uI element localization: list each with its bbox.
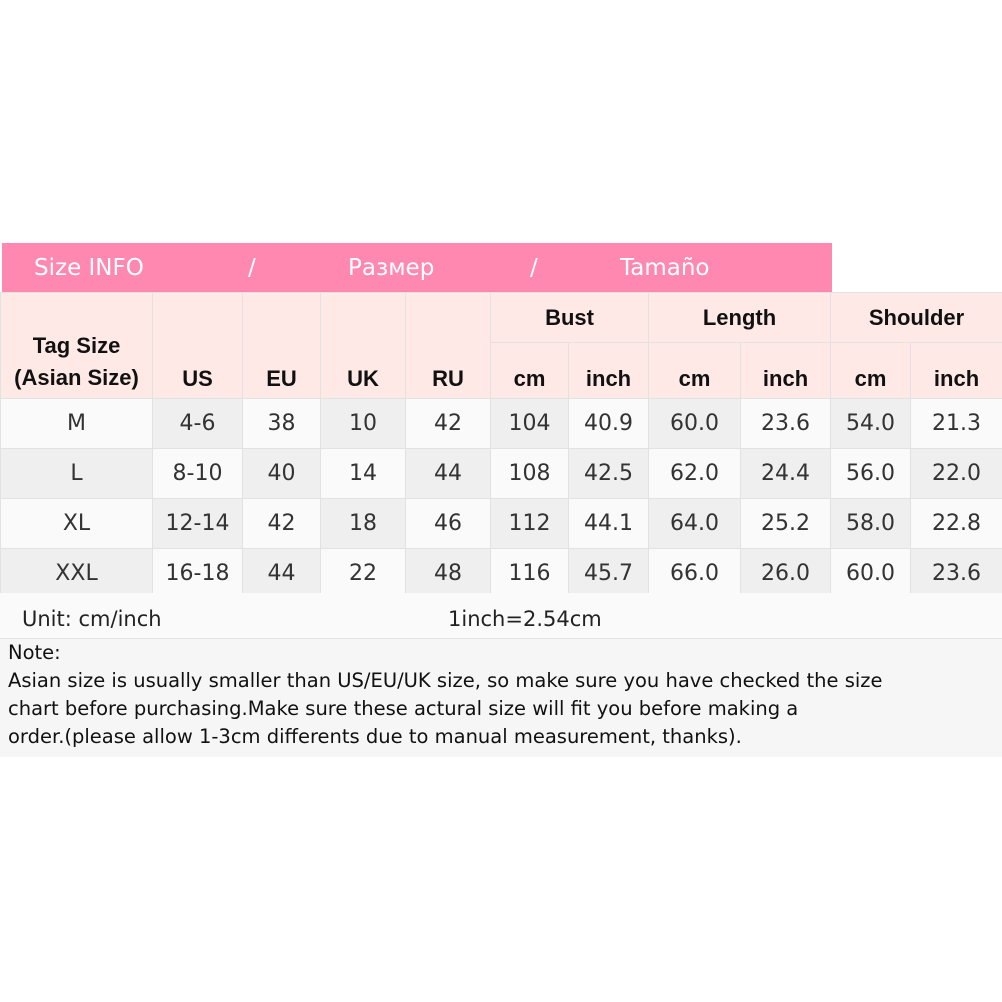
size-info-banner: Size INFO / Размер / Tamaño <box>2 243 832 292</box>
header-bust-inch: inch <box>567 342 650 399</box>
note-line: Asian size is usually smaller than US/EU… <box>8 669 883 692</box>
note-line: chart before purchasing.Make sure these … <box>8 697 799 720</box>
size-value-cell: 22.8 <box>910 498 1002 549</box>
tag-size-cell: M <box>0 398 153 449</box>
size-value-cell: 24.4 <box>740 448 832 499</box>
size-value-cell: 23.6 <box>910 548 1002 599</box>
unit-conversion: 1inch=2.54cm <box>448 607 602 631</box>
size-value-cell: 56.0 <box>830 448 912 499</box>
table-row: L 8-10 40 14 44 108 42.5 62.0 24.4 56.0 22.0 <box>0 448 1002 499</box>
header-eu: EU <box>242 292 321 399</box>
header-bust: Bust <box>489 292 650 343</box>
size-value-cell: 14 <box>320 448 406 499</box>
header-length-inch: inch <box>740 342 832 399</box>
size-value-cell: 62.0 <box>648 448 742 499</box>
size-value-cell: 44.1 <box>567 498 650 549</box>
table-row: XL 12-14 42 18 46 112 44.1 64.0 25.2 58.0 22.8 <box>0 498 1002 549</box>
size-value-cell: 18 <box>320 498 406 549</box>
tag-size-cell: L <box>0 448 153 499</box>
size-value-cell: 112 <box>490 498 569 549</box>
size-value-cell: 23.6 <box>740 398 832 449</box>
size-value-cell: 40.9 <box>567 398 650 449</box>
header-length: Length <box>648 292 832 343</box>
size-value-cell: 4-6 <box>152 398 243 449</box>
header-tag-size: Tag Size (Asian Size) <box>0 292 153 399</box>
size-value-cell: 46 <box>405 498 491 549</box>
banner-separator: / <box>248 255 256 281</box>
size-value-cell: 40 <box>242 448 321 499</box>
size-value-cell: 108 <box>490 448 569 499</box>
size-value-cell: 42 <box>405 398 491 449</box>
tag-size-cell: XL <box>0 498 153 549</box>
banner-title-en: Size INFO <box>34 255 144 281</box>
size-value-cell: 44 <box>242 548 321 599</box>
size-value-cell: 8-10 <box>152 448 243 499</box>
note-title: Note: <box>8 641 61 664</box>
banner-title-ru: Размер <box>348 255 435 281</box>
header-shoulder: Shoulder <box>830 292 1002 343</box>
size-value-cell: 60.0 <box>648 398 742 449</box>
size-value-cell: 60.0 <box>830 548 912 599</box>
size-value-cell: 44 <box>405 448 491 499</box>
banner-title-es: Tamaño <box>620 255 710 281</box>
size-value-cell: 64.0 <box>648 498 742 549</box>
size-value-cell: 116 <box>490 548 569 599</box>
note-line: order.(please allow 1-3cm differents due… <box>8 725 742 748</box>
header-shoulder-cm: cm <box>830 342 912 399</box>
table-row: XXL 16-18 44 22 48 116 45.7 66.0 26.0 60.0 23.6 <box>0 548 1002 599</box>
size-table: Tag Size (Asian Size) US EU UK RU Bust L… <box>0 292 1002 599</box>
header-shoulder-inch: inch <box>910 342 1002 399</box>
size-value-cell: 26.0 <box>740 548 832 599</box>
size-value-cell: 22.0 <box>910 448 1002 499</box>
banner-separator: / <box>530 255 538 281</box>
size-value-cell: 16-18 <box>152 548 243 599</box>
header-tag-sublabel: (Asian Size) <box>14 365 139 390</box>
unit-label: Unit: cm/inch <box>22 607 162 631</box>
size-value-cell: 21.3 <box>910 398 1002 449</box>
tag-size-cell: XXL <box>0 548 153 599</box>
header-bust-cm: cm <box>490 342 569 399</box>
size-value-cell: 42.5 <box>567 448 650 499</box>
size-value-cell: 58.0 <box>830 498 912 549</box>
size-value-cell: 66.0 <box>648 548 742 599</box>
size-value-cell: 48 <box>405 548 491 599</box>
size-value-cell: 22 <box>320 548 406 599</box>
size-value-cell: 42 <box>242 498 321 549</box>
size-value-cell: 10 <box>320 398 406 449</box>
size-value-cell: 54.0 <box>830 398 912 449</box>
size-value-cell: 25.2 <box>740 498 832 549</box>
header-us: US <box>152 292 243 399</box>
note-section: Note: Asian size is usually smaller than… <box>0 639 1002 757</box>
size-value-cell: 45.7 <box>567 548 650 599</box>
header-length-cm: cm <box>648 342 742 399</box>
header-uk: UK <box>320 292 406 399</box>
size-value-cell: 38 <box>242 398 321 449</box>
header-ru: RU <box>405 292 491 399</box>
size-value-cell: 12-14 <box>152 498 243 549</box>
unit-row: Unit: cm/inch 1inch=2.54cm <box>0 593 1002 639</box>
size-value-cell: 104 <box>490 398 569 449</box>
table-row: M 4-6 38 10 42 104 40.9 60.0 23.6 54.0 21.3 <box>0 398 1002 449</box>
header-tag-label: Tag Size <box>32 333 121 358</box>
